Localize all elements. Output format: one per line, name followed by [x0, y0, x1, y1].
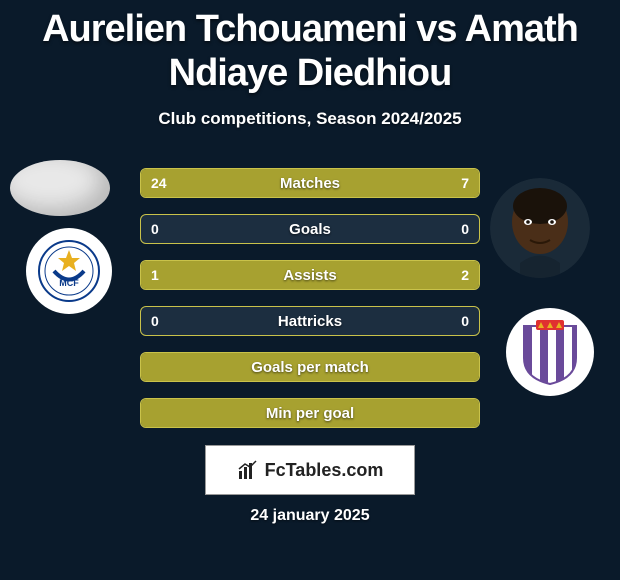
stat-bar-value-right: 0	[461, 215, 469, 243]
stat-bar-label: Matches	[141, 169, 479, 197]
stat-bar-value-right: 2	[461, 261, 469, 289]
stat-bar-value-left: 1	[151, 261, 159, 289]
stat-bars-container: Matches247Goals00Assists12Hattricks00Goa…	[140, 168, 480, 444]
club-right-crest-icon	[514, 316, 586, 388]
comparison-title: Aurelien Tchouameni vs Amath Ndiaye Died…	[0, 0, 620, 95]
stat-bar-value-right: 0	[461, 307, 469, 335]
snapshot-date: 24 january 2025	[0, 507, 620, 525]
chart-icon	[237, 459, 259, 481]
stat-bar-row: Min per goal	[140, 398, 480, 428]
club-left-badge: MCF	[26, 228, 112, 314]
stat-bar-label: Min per goal	[141, 399, 479, 427]
stat-bar-label: Assists	[141, 261, 479, 289]
svg-text:MCF: MCF	[59, 278, 79, 288]
stat-bar-label: Goals	[141, 215, 479, 243]
stat-bar-row: Matches24 7	[140, 168, 480, 198]
footer-brand-text: FcTables.com	[265, 460, 384, 481]
stat-bar-row: Goals0 0	[140, 214, 480, 244]
season-subtitle: Club competitions, Season 2024/2025	[0, 109, 620, 129]
player-right-face-icon	[490, 178, 590, 278]
player-left-avatar	[10, 160, 110, 216]
player-right-avatar	[490, 178, 590, 278]
stat-bar-row: Hattricks0 0	[140, 306, 480, 336]
stat-bar-row: Goals per match	[140, 352, 480, 382]
club-right-badge	[506, 308, 594, 396]
footer-brand-box: FcTables.com	[205, 445, 415, 495]
stat-bar-value-right: 7	[461, 169, 469, 197]
stat-bar-value-left: 0	[151, 307, 159, 335]
stat-bar-row: Assists1 2	[140, 260, 480, 290]
stat-bar-label: Hattricks	[141, 307, 479, 335]
stat-bar-label: Goals per match	[141, 353, 479, 381]
stat-bar-value-left: 0	[151, 215, 159, 243]
club-left-crest-icon: MCF	[34, 236, 104, 306]
stat-bar-value-left: 24	[151, 169, 167, 197]
